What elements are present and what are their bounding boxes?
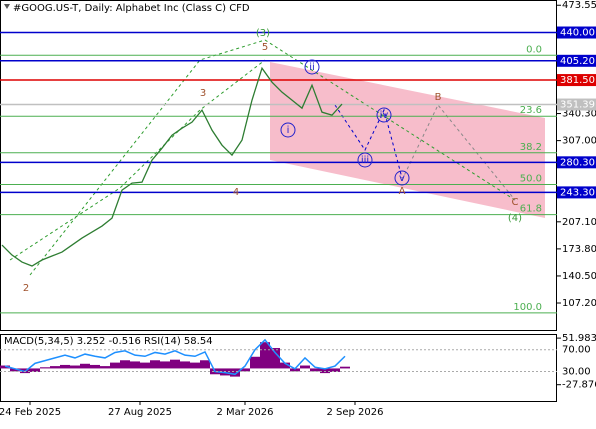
- macd-bar: [110, 362, 120, 369]
- macd-bar: [10, 368, 20, 372]
- channel: [270, 62, 545, 218]
- wave-circle: [304, 59, 320, 75]
- macd-tick-label: 51.983: [562, 333, 596, 344]
- level-label: 280.30: [560, 157, 595, 168]
- rsi-tick-label: 70.00: [562, 345, 591, 356]
- y-tick-label: 307.00: [562, 136, 596, 147]
- macd-bar: [80, 363, 90, 369]
- macd-bar: [290, 368, 300, 372]
- level-tag: [557, 26, 596, 39]
- y-tick-label: 140.50: [562, 271, 596, 282]
- price-frame: [0, 0, 557, 331]
- macd-bar: [60, 364, 70, 369]
- macd-bar: [130, 361, 140, 369]
- wave-projection: [334, 104, 403, 179]
- macd-bar: [340, 366, 350, 369]
- y-tick-label: 340.30: [562, 109, 596, 120]
- wave-label: 3: [200, 88, 206, 99]
- wave-label: B: [435, 92, 442, 103]
- chart-title: #GOOG.US-T, Daily: Alphabet Inc (Class C…: [13, 3, 250, 14]
- macd-bar: [170, 359, 180, 369]
- level-label: 351.39: [560, 100, 595, 111]
- macd-bar: [50, 366, 60, 369]
- x-tick-label: 24 Feb 2025: [0, 407, 61, 418]
- wave-label: (3): [256, 28, 270, 39]
- macd-bar: [280, 362, 290, 369]
- indicator-title: MACD(5,34,5) 3.252 -0.516 RSI(14) 58.54: [4, 336, 213, 347]
- wave-circle: [357, 152, 373, 168]
- macd-bar: [320, 368, 330, 374]
- macd-bar: [270, 348, 280, 369]
- wave-label: (4): [508, 213, 522, 224]
- macd-bar: [310, 368, 320, 372]
- macd-bar: [200, 360, 210, 369]
- wave-label: ii: [309, 62, 315, 73]
- macd-bar: [330, 368, 340, 372]
- wave-label: C: [512, 197, 519, 208]
- wave-label: iii: [361, 155, 369, 166]
- wave-circle: [394, 170, 410, 186]
- macd-bar: [120, 360, 130, 369]
- fib-label: 61.8: [520, 204, 542, 215]
- level-tag: [557, 98, 596, 111]
- wave-projection: [29, 39, 516, 276]
- wave-projection: [9, 59, 266, 261]
- macd-bar: [30, 368, 40, 372]
- rsi-line: [4, 338, 346, 376]
- symbol-icon: [4, 4, 10, 9]
- level-label: 405.20: [560, 56, 595, 67]
- macd-bar: [190, 362, 200, 369]
- wave-label: 2: [23, 283, 29, 294]
- macd-bar: [240, 368, 250, 372]
- macd-bar: [250, 356, 260, 369]
- wave-label: v: [399, 173, 405, 184]
- level-tag: [557, 186, 596, 199]
- level-tag: [557, 74, 596, 87]
- wave-label: iv: [380, 110, 389, 121]
- level-label: 381.50: [560, 75, 595, 86]
- macd-bar: [260, 342, 270, 369]
- x-tick-label: 2 Sep 2026: [326, 407, 383, 418]
- macd-tick-label: -27.876: [562, 380, 596, 391]
- fib-label: 50.0: [520, 174, 542, 185]
- macd-bar: [90, 364, 100, 369]
- macd-bar: [180, 361, 190, 369]
- wave-label: 4: [233, 187, 239, 198]
- macd-bar: [140, 362, 150, 369]
- macd-bar: [70, 365, 80, 369]
- y-tick-label: 473.55: [562, 0, 596, 11]
- fib-label: 0.0: [526, 44, 542, 55]
- macd-bar: [300, 365, 310, 369]
- macd-bar: [150, 360, 160, 369]
- wave-label: 5: [262, 42, 268, 53]
- macd-bar: [0, 365, 10, 369]
- level-label: 243.30: [560, 187, 595, 198]
- macd-bar: [160, 361, 170, 369]
- y-tick-label: 207.10: [562, 217, 596, 228]
- wave-projection: [401, 104, 516, 201]
- level-tag: [557, 156, 596, 169]
- rsi-tick-label: 30.00: [562, 367, 591, 378]
- y-tick-label: 173.80: [562, 244, 596, 255]
- fib-label: 100.0: [513, 302, 542, 313]
- level-label: 440.00: [560, 28, 595, 39]
- wave-label: i: [287, 125, 290, 136]
- wave-circle: [280, 122, 296, 138]
- macd-bar: [100, 366, 110, 369]
- fib-label: 38.2: [520, 142, 542, 153]
- price-line: [1, 66, 343, 267]
- macd-bar: [230, 368, 240, 377]
- wave-label: A: [399, 186, 406, 197]
- fib-label: 23.6: [520, 105, 542, 116]
- x-tick-label: 27 Aug 2025: [108, 407, 172, 418]
- y-tick-label: 107.20: [562, 298, 596, 309]
- wave-circle: [376, 107, 392, 123]
- macd-bar: [40, 367, 50, 369]
- x-tick-label: 2 Mar 2026: [216, 407, 273, 418]
- level-tag: [557, 54, 596, 67]
